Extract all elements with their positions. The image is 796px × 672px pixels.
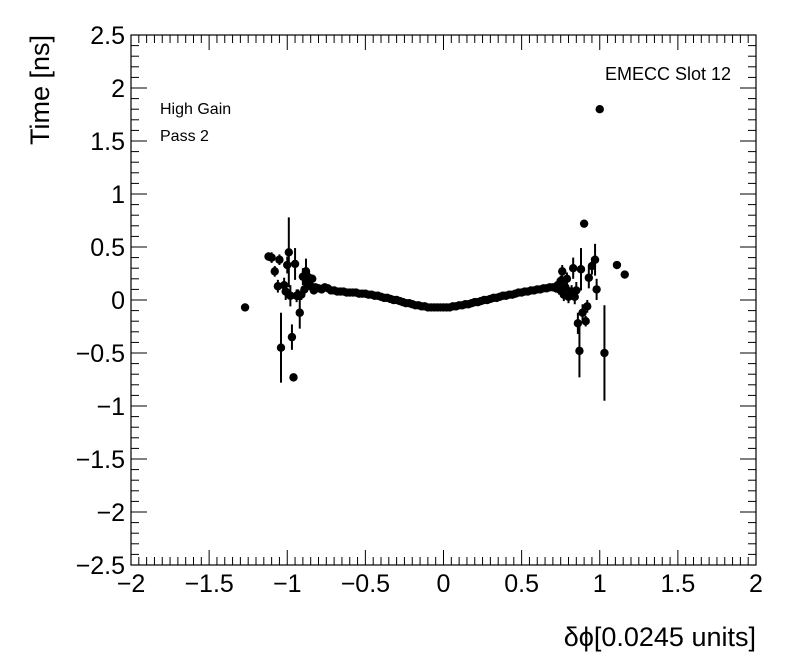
data-point bbox=[612, 260, 622, 270]
gain-annotation: High Gain bbox=[160, 101, 231, 118]
y-tick-label: 1 bbox=[111, 181, 125, 209]
x-tick-label: −0.5 bbox=[341, 570, 390, 598]
data-point bbox=[578, 308, 587, 317]
y-tick-label: −2.5 bbox=[76, 552, 125, 580]
y-axis-title: Time [ns] bbox=[25, 35, 55, 145]
data-point bbox=[275, 255, 284, 264]
y-tick-label: −2 bbox=[96, 499, 125, 527]
y-tick-label: −1 bbox=[96, 393, 125, 421]
data-point bbox=[286, 291, 295, 300]
data-point bbox=[273, 282, 283, 291]
x-tick-label: 1 bbox=[593, 570, 607, 598]
pass-annotation: Pass 2 bbox=[160, 128, 209, 145]
data-point bbox=[558, 267, 567, 276]
y-tick-label: 2 bbox=[111, 75, 125, 103]
data-point bbox=[579, 219, 589, 228]
data-point bbox=[573, 319, 583, 328]
x-tick-label: 2 bbox=[749, 570, 763, 598]
data-point bbox=[561, 283, 570, 292]
y-tick-label: −0.5 bbox=[76, 340, 125, 368]
data-point bbox=[568, 264, 578, 273]
data-point bbox=[289, 373, 298, 382]
data-point bbox=[308, 274, 317, 283]
y-tick-label: 1.5 bbox=[90, 128, 125, 156]
data-point bbox=[575, 346, 584, 356]
y-axis-tick-labels: −2.5 −2 −1.5 −1 −0.5 0 0.5 1 1.5 2 2.5 bbox=[76, 22, 125, 580]
data-point bbox=[270, 267, 279, 276]
data-point bbox=[287, 332, 297, 342]
data-point bbox=[600, 348, 609, 358]
data-point bbox=[592, 285, 601, 294]
y-tick-label: 0.5 bbox=[90, 234, 125, 262]
data-point bbox=[267, 253, 276, 262]
data-point bbox=[590, 255, 600, 264]
x-tick-label: −1 bbox=[273, 570, 302, 598]
data-points bbox=[240, 105, 629, 382]
y-tick-label: 2.5 bbox=[90, 22, 125, 50]
data-point bbox=[562, 274, 572, 283]
x-axis-tick-labels: −2 −1.5 −1 −0.5 0 0.5 1 1.5 2 bbox=[117, 570, 763, 598]
data-point bbox=[284, 248, 294, 257]
y-axis-ticks bbox=[131, 34, 756, 566]
data-point bbox=[276, 343, 286, 352]
x-axis-ticks bbox=[130, 35, 757, 565]
data-point bbox=[576, 265, 586, 274]
data-point bbox=[587, 261, 597, 271]
x-tick-label: 0 bbox=[437, 570, 451, 598]
data-point bbox=[300, 285, 309, 294]
x-tick-label: −2 bbox=[117, 570, 146, 598]
x-axis-title: δϕ[0.0245 units] bbox=[564, 622, 756, 652]
data-point bbox=[570, 292, 579, 302]
x-tick-label: 1.5 bbox=[660, 570, 695, 598]
data-point bbox=[595, 105, 604, 114]
data-point bbox=[290, 259, 300, 269]
data-point bbox=[283, 260, 292, 270]
data-point bbox=[572, 286, 581, 295]
data-point bbox=[581, 317, 590, 326]
data-point bbox=[584, 273, 594, 282]
data-point bbox=[295, 308, 304, 317]
x-tick-label: −1.5 bbox=[184, 570, 233, 598]
data-point bbox=[240, 303, 250, 312]
data-point bbox=[301, 267, 311, 276]
data-point bbox=[620, 270, 629, 279]
x-tick-label: 0.5 bbox=[504, 570, 539, 598]
data-point bbox=[583, 302, 592, 311]
y-tick-label: 0 bbox=[111, 287, 125, 315]
data-point bbox=[279, 280, 289, 290]
slot-annotation: EMECC Slot 12 bbox=[605, 64, 731, 84]
y-tick-label: −1.5 bbox=[76, 446, 125, 474]
